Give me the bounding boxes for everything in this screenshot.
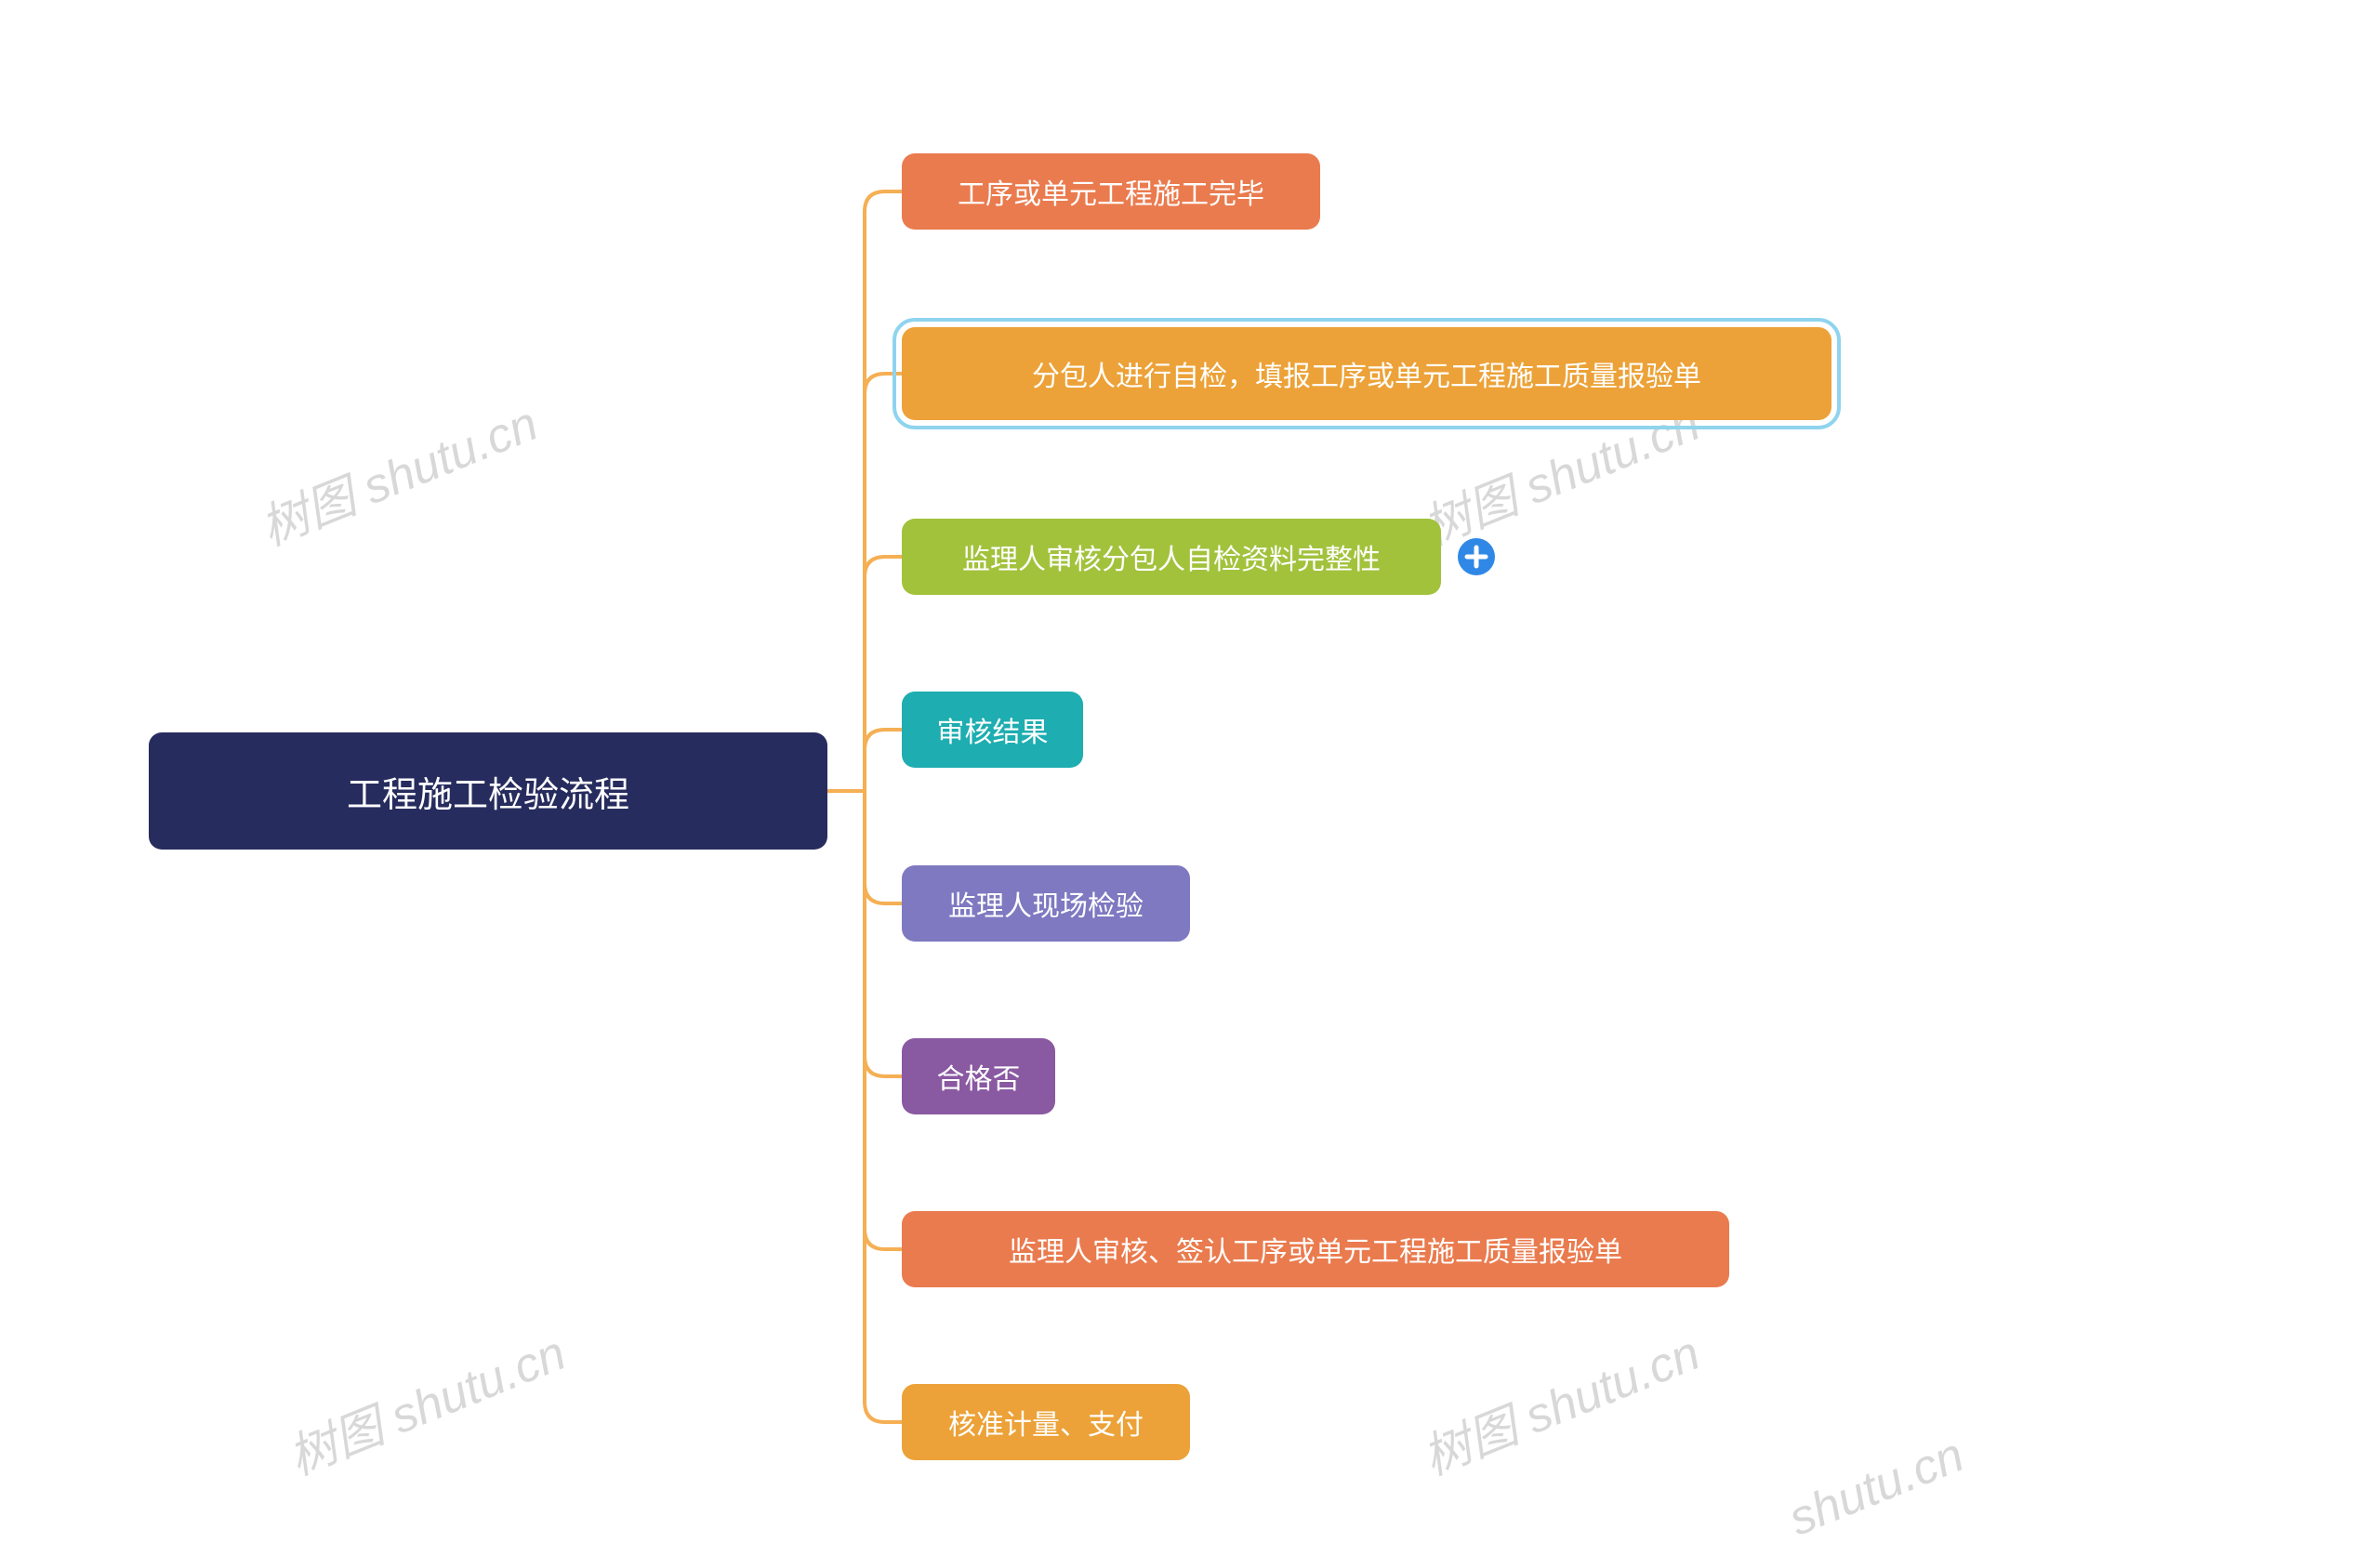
child-label: 监理人审核、签认工序或单元工程施工质量报验单 — [1009, 1229, 1622, 1270]
child-node-3[interactable]: 监理人审核分包人自检资料完整性 — [902, 519, 1441, 595]
child-node-6[interactable]: 合格否 — [902, 1038, 1055, 1114]
watermark: shutu.cn — [1781, 1427, 1972, 1542]
child-node-5[interactable]: 监理人现场检验 — [902, 865, 1190, 942]
root-label: 工程施工检验流程 — [347, 766, 629, 817]
child-label: 核准计量、支付 — [948, 1402, 1144, 1443]
child-node-7[interactable]: 监理人审核、签认工序或单元工程施工质量报验单 — [902, 1211, 1729, 1287]
child-node-2[interactable]: 分包人进行自检，填报工序或单元工程施工质量报验单 — [902, 327, 1831, 420]
child-label: 监理人审核分包人自检资料完整性 — [962, 536, 1381, 577]
expand-icon[interactable] — [1458, 538, 1495, 575]
root-node[interactable]: 工程施工检验流程 — [149, 732, 827, 850]
mindmap-canvas: 树图 shutu.cn 树图 shutu.cn 树图 shutu.cn 树图 s… — [0, 0, 2380, 1542]
watermark: 树图 shutu.cn — [248, 385, 546, 560]
child-label: 合格否 — [937, 1056, 1021, 1097]
watermark: 树图 shutu.cn — [1410, 1314, 1708, 1489]
child-label: 审核结果 — [937, 709, 1049, 750]
watermark: 树图 shutu.cn — [276, 1314, 574, 1489]
child-label: 分包人进行自检，填报工序或单元工程施工质量报验单 — [1032, 353, 1701, 394]
child-node-1[interactable]: 工序或单元工程施工完毕 — [902, 153, 1320, 230]
child-label: 监理人现场检验 — [948, 883, 1144, 924]
child-node-8[interactable]: 核准计量、支付 — [902, 1384, 1190, 1460]
child-label: 工序或单元工程施工完毕 — [958, 171, 1264, 212]
child-node-4[interactable]: 审核结果 — [902, 692, 1083, 768]
